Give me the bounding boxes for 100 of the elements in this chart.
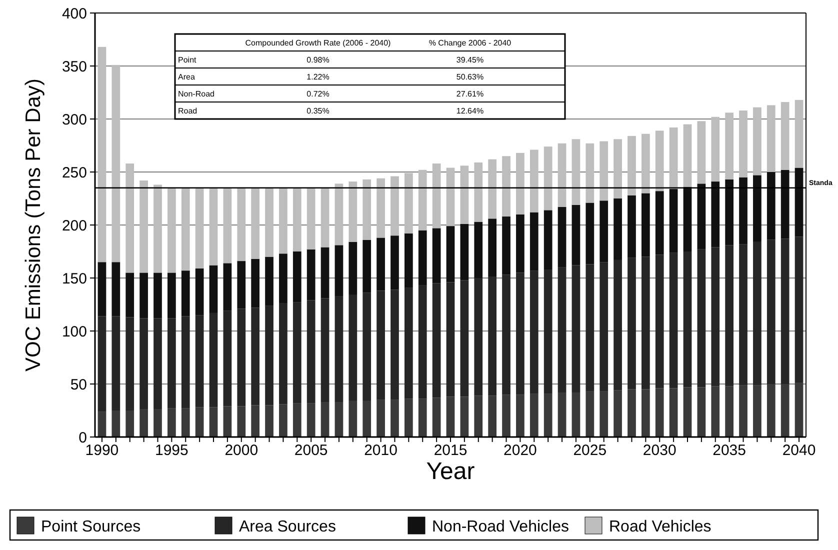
- bar: [209, 265, 218, 313]
- bar: [669, 388, 678, 437]
- bar: [474, 222, 483, 278]
- bar: [641, 134, 650, 194]
- y-tick-label: 0: [78, 429, 87, 446]
- bar: [306, 300, 316, 404]
- bar: [516, 272, 524, 395]
- bar: [237, 261, 246, 309]
- bar: [404, 398, 413, 437]
- bar: [766, 240, 776, 384]
- bar: [516, 394, 524, 437]
- annotation: 0.98%: [306, 55, 330, 64]
- bar: [780, 170, 790, 239]
- bar: [154, 318, 162, 410]
- bar: [320, 402, 330, 437]
- y-tick-label: 150: [62, 270, 87, 288]
- y-tick-label: 200: [62, 217, 87, 234]
- x-tick-label: 1995: [154, 442, 188, 459]
- annotation: 39.45%: [456, 55, 484, 64]
- bar: [558, 143, 566, 207]
- y-tick-label: 400: [62, 5, 87, 22]
- annotation: Compounded Growth Rate (2006 - 2040): [245, 38, 392, 48]
- bar: [641, 193, 650, 257]
- x-tick-label: 2015: [434, 442, 468, 459]
- bar: [362, 400, 372, 437]
- bar: [362, 240, 372, 293]
- bar: [98, 262, 106, 316]
- bar: [209, 188, 218, 266]
- bar: [237, 308, 246, 406]
- legend-label: Area Sources: [239, 518, 336, 536]
- bar: [265, 405, 274, 437]
- bar: [265, 306, 274, 406]
- bar: [530, 150, 538, 212]
- annotation: Non-Road: [178, 89, 214, 98]
- bar: [98, 412, 106, 437]
- bar: [739, 177, 748, 244]
- bar: [279, 404, 288, 437]
- legend-label: Road Vehicles: [609, 518, 712, 536]
- bar: [181, 188, 190, 271]
- bar: [209, 407, 218, 437]
- bar: [98, 46, 106, 262]
- bar: [460, 280, 469, 397]
- bar: [474, 162, 483, 222]
- bar: [683, 124, 692, 187]
- bar: [725, 179, 734, 246]
- bar: [460, 396, 469, 437]
- bar: [140, 409, 148, 437]
- bar: [488, 218, 497, 277]
- bar: [432, 398, 441, 437]
- bar: [126, 164, 134, 273]
- y-tick-label: 300: [62, 111, 87, 128]
- bar: [753, 385, 762, 437]
- bar: [446, 168, 455, 226]
- bar: [725, 386, 734, 437]
- bar: [753, 175, 762, 242]
- bar: [766, 384, 776, 437]
- bar: [390, 290, 399, 400]
- bar: [683, 387, 692, 437]
- bar: [279, 303, 288, 404]
- bar: [655, 388, 664, 437]
- bar: [112, 262, 120, 316]
- bar: [530, 270, 538, 394]
- bar: [279, 254, 288, 304]
- bar: [628, 136, 636, 196]
- bar: [362, 179, 372, 240]
- bar: [181, 408, 190, 437]
- x-tick-label: 2020: [504, 442, 537, 459]
- bar: [530, 394, 538, 437]
- bar: [683, 252, 692, 388]
- x-tick-label: 2010: [364, 442, 398, 459]
- bar: [167, 408, 176, 437]
- bar: [195, 188, 204, 268]
- bar: [655, 130, 664, 192]
- bar: [390, 176, 399, 236]
- annotation: Road: [178, 106, 198, 116]
- bar: [725, 245, 734, 386]
- annotation: 12.64%: [456, 106, 484, 116]
- bar: [167, 272, 176, 318]
- bar: [167, 318, 176, 408]
- bar: [614, 198, 622, 260]
- bar: [223, 310, 232, 406]
- bar: [711, 247, 720, 386]
- bar: [154, 272, 162, 318]
- bar: [530, 212, 538, 271]
- bar: [572, 392, 580, 437]
- bar: [154, 184, 162, 273]
- bar: [572, 139, 580, 205]
- bar: [697, 249, 706, 388]
- bar: [126, 317, 134, 410]
- y-tick-label: 250: [62, 164, 87, 182]
- bar: [516, 152, 524, 214]
- annotation: 27.61%: [456, 89, 484, 98]
- bar: [418, 170, 427, 230]
- bar: [488, 396, 497, 437]
- bar: [265, 256, 274, 306]
- annotation: 0.35%: [306, 106, 330, 116]
- bar: [739, 244, 748, 386]
- bar: [572, 265, 580, 392]
- bar: [195, 268, 204, 316]
- bar: [766, 172, 776, 240]
